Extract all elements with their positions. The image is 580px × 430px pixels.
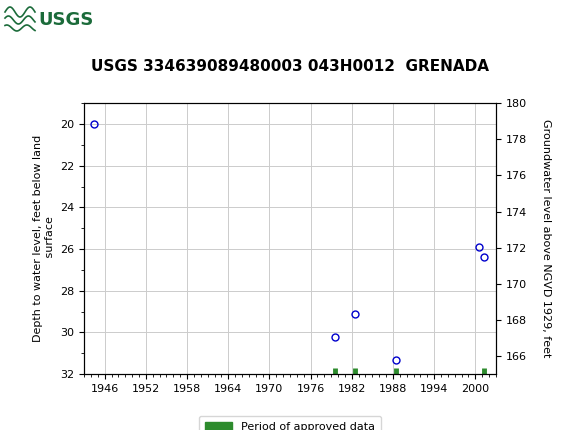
Legend: Period of approved data: Period of approved data [199,416,381,430]
Y-axis label: Depth to water level, feet below land
 surface: Depth to water level, feet below land su… [33,135,55,342]
Y-axis label: Groundwater level above NGVD 1929, feet: Groundwater level above NGVD 1929, feet [541,120,551,358]
Text: USGS 334639089480003 043H0012  GRENADA: USGS 334639089480003 043H0012 GRENADA [91,59,489,74]
Text: USGS: USGS [38,11,93,29]
FancyBboxPatch shape [4,3,76,37]
